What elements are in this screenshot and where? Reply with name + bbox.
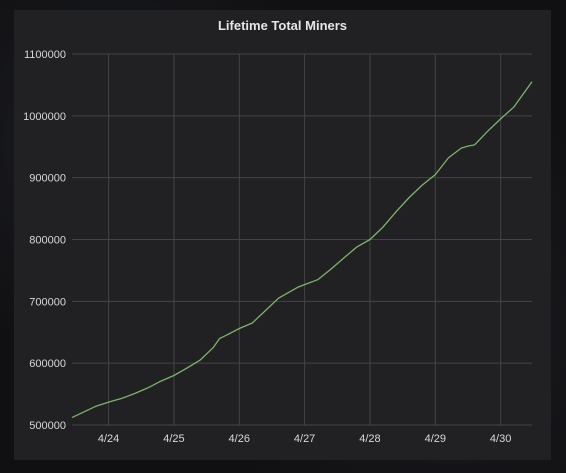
y-tick-label: 900000 xyxy=(29,173,66,185)
x-tick-label: 4/30 xyxy=(490,433,511,445)
x-tick-label: 4/28 xyxy=(359,433,380,445)
y-tick-label: 500000 xyxy=(29,420,66,432)
y-tick-label: 600000 xyxy=(29,358,66,370)
x-tick-label: 4/29 xyxy=(425,433,446,445)
y-tick-label: 700000 xyxy=(29,296,66,308)
y-tick-label: 800000 xyxy=(29,235,66,247)
x-tick-label: 4/27 xyxy=(294,433,315,445)
y-tick-label: 1100000 xyxy=(24,49,66,61)
series-line xyxy=(71,81,533,419)
chart-panel: Lifetime Total Miners 500000 600000 700000… xyxy=(14,10,551,460)
x-tick-label: 4/24 xyxy=(98,433,119,445)
x-tick-label: 4/26 xyxy=(229,433,250,445)
line-chart: 500000 600000 700000 800000 900000 1000000 110… xyxy=(23,49,533,445)
x-tick-label: 4/25 xyxy=(163,433,184,445)
y-tick-label: 1000000 xyxy=(23,111,66,123)
chart-title: Lifetime Total Miners xyxy=(217,18,348,33)
